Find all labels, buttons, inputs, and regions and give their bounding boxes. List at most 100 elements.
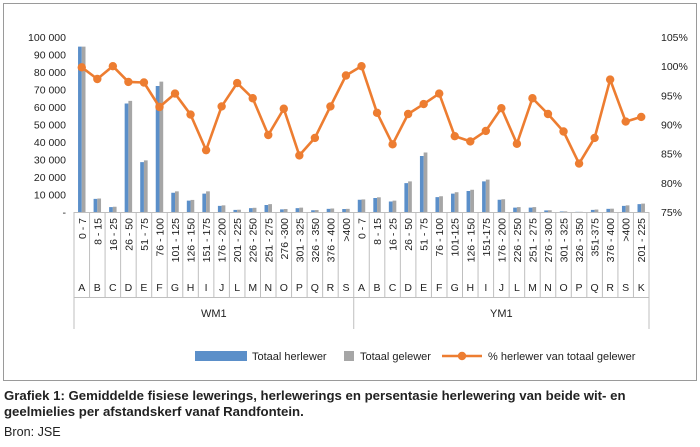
x-code-label: N: [264, 282, 272, 294]
x-code-label: S: [622, 282, 629, 294]
line-point-herlewer-pct: [637, 112, 646, 122]
bar-totaal-gelewer: [330, 208, 335, 212]
left-axis-tick-label: 50 000: [34, 120, 66, 132]
x-range-label: 201 - 225: [636, 218, 648, 263]
right-axis-tick-label: 90%: [661, 120, 682, 132]
right-axis-tick-label: 75%: [661, 207, 682, 219]
bar-totaal-gelewer: [408, 181, 412, 212]
bar-totaal-herlewer: [140, 162, 144, 212]
right-axis-tick-label: 80%: [661, 178, 682, 190]
bar-totaal-gelewer: [501, 199, 506, 212]
bar-totaal-herlewer: [435, 197, 440, 212]
x-range-label: 226 - 250: [512, 218, 524, 263]
x-range-label: 76 - 100: [434, 218, 446, 257]
line-point-herlewer-pct: [155, 102, 164, 112]
bar-totaal-gelewer: [159, 81, 164, 212]
bar-totaal-gelewer: [470, 189, 475, 212]
x-code-label: K: [638, 282, 645, 294]
bar-totaal-herlewer: [280, 209, 284, 212]
line-point-herlewer-pct: [77, 63, 86, 72]
right-axis-tick-label: 105%: [661, 32, 688, 44]
bar-totaal-herlewer: [124, 103, 129, 212]
legend-label-totaal-herlewer: Totaal herlewer: [252, 351, 327, 363]
x-code-label: B: [94, 282, 101, 294]
x-range-label: 301 - 325: [559, 218, 571, 263]
right-axis-tick-label: 100%: [661, 61, 688, 73]
x-code-label: I: [205, 282, 208, 294]
bar-totaal-herlewer: [311, 210, 315, 212]
chart: 100 000 90 000 80 000 70 000 60 000 50 000 40 …: [28, 32, 688, 363]
left-axis-tick-label: 20 000: [34, 172, 66, 184]
bar-totaal-gelewer: [532, 207, 537, 212]
figure-source: Bron: JSE: [4, 425, 61, 439]
x-range-label: 16 - 25: [108, 218, 120, 251]
bar-totaal-gelewer: [237, 209, 241, 212]
bar-totaal-herlewer: [109, 207, 113, 212]
left-axis-tick-label: 100 000: [28, 32, 66, 44]
bar-totaal-herlewer: [326, 208, 331, 212]
bar-totaal-herlewer: [342, 209, 346, 212]
left-axis-tick-label: 80 000: [34, 67, 66, 79]
line-point-herlewer-pct: [435, 89, 444, 98]
x-range-label: 276 -300: [279, 218, 291, 260]
x-range-label: >400: [621, 218, 633, 242]
x-range-label: 0 - 7: [77, 218, 89, 239]
bar-totaal-gelewer: [175, 191, 179, 212]
right-axis-tick-label: 95%: [661, 90, 682, 102]
line-point-herlewer-pct: [108, 61, 118, 71]
line-point-herlewer-pct: [279, 104, 288, 113]
bar-totaal-gelewer: [361, 199, 366, 212]
group-label: YM1: [490, 308, 513, 320]
bar-totaal-gelewer: [563, 211, 568, 212]
x-range-label: 276 - 300: [543, 218, 555, 263]
x-code-label: A: [358, 282, 365, 294]
bar-totaal-herlewer: [544, 210, 548, 212]
bar-totaal-herlewer: [186, 200, 191, 212]
x-code-label: D: [404, 282, 412, 294]
bar-totaal-gelewer: [143, 160, 148, 212]
x-code-label: A: [78, 282, 85, 294]
bar-totaal-gelewer: [97, 198, 102, 212]
x-code-label: H: [466, 282, 474, 294]
bar-totaal-herlewer: [357, 199, 362, 212]
x-range-label: 51 - 75: [139, 218, 151, 251]
bar-totaal-herlewer: [497, 199, 502, 212]
bar-totaal-herlewer: [528, 207, 533, 212]
line-point-herlewer-pct: [497, 103, 506, 113]
line-point-herlewer-pct: [403, 109, 413, 119]
x-range-label: 26 - 50: [403, 218, 415, 251]
x-range-label: 376 - 400: [325, 218, 337, 263]
right-axis-tick-label: 85%: [661, 149, 682, 161]
bar-totaal-herlewer: [155, 86, 160, 212]
line-point-herlewer-pct: [139, 78, 149, 87]
x-code-label: P: [296, 282, 303, 294]
x-range-label: 76 - 100: [154, 218, 166, 257]
x-range-label: 126 - 150: [186, 218, 198, 263]
bar-totaal-gelewer: [206, 191, 210, 212]
bar-totaal-herlewer: [559, 211, 564, 212]
bar-totaal-gelewer: [268, 204, 272, 212]
bar-totaal-gelewer: [439, 196, 443, 212]
line-point-herlewer-pct: [372, 108, 382, 118]
bar-totaal-herlewer: [202, 193, 207, 212]
left-axis-tick-label: -: [63, 207, 67, 219]
x-range-label: 326 - 350: [574, 218, 586, 263]
group-label: WM1: [201, 308, 227, 320]
x-code-label: G: [171, 282, 179, 294]
line-point-herlewer-pct: [264, 130, 273, 140]
bar-totaal-herlewer: [482, 181, 486, 212]
legend-label-pct: % herlewer van totaal gelewer: [488, 351, 636, 363]
x-code-label: H: [187, 282, 195, 294]
chart-frame: 100 000 90 000 80 000 70 000 60 000 50 000 40 …: [3, 3, 697, 381]
line-herlewer-pct: [80, 64, 642, 165]
left-axis-tick-label: 70 000: [34, 85, 66, 97]
x-range-label: 251 - 275: [263, 218, 275, 263]
bar-totaal-gelewer: [610, 208, 614, 212]
line-point-herlewer-pct: [217, 102, 226, 111]
x-range-label: >400: [341, 218, 353, 242]
x-code-label: C: [109, 282, 117, 294]
line-point-herlewer-pct: [326, 102, 335, 111]
bar-totaal-gelewer: [423, 152, 428, 212]
bar-totaal-herlewer: [373, 198, 378, 212]
x-code-label: J: [499, 282, 504, 294]
